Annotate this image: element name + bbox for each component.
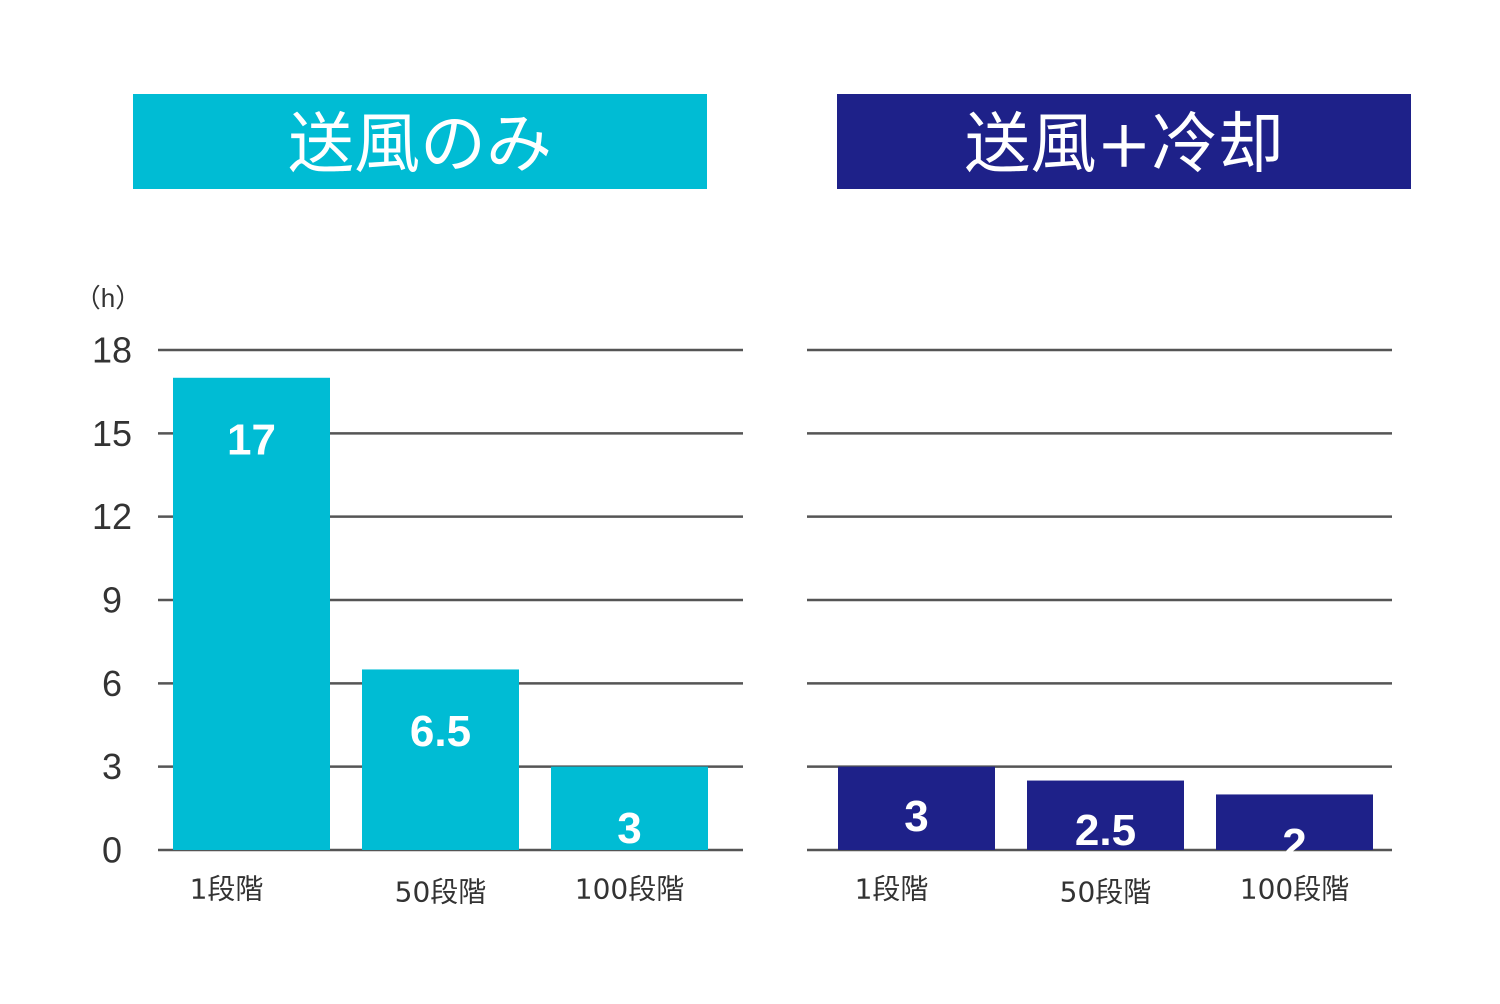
- left-chart-panel: 0 3 6 9 12 15 18 17 1段階 6.5 50段階 3 100段階: [92, 330, 743, 909]
- right-category-label-1: 1段階: [855, 873, 929, 906]
- left-y-tick-label: 0: [102, 830, 122, 871]
- left-category-label-2: 50段階: [395, 876, 487, 909]
- right-bar-1: [838, 766, 995, 850]
- right-chart-title-band: [837, 94, 1411, 189]
- left-bar-3: [551, 766, 708, 850]
- right-bar-3: [1216, 794, 1373, 850]
- right-chart-panel: 3 1段階 2.5 50段階 2 100段階: [807, 348, 1392, 909]
- left-y-tick-label: 12: [92, 496, 132, 537]
- left-y-tick-label: 3: [102, 746, 122, 787]
- right-chart-title: 送風+冷却: [964, 106, 1283, 183]
- left-y-tick-label: 9: [102, 580, 122, 621]
- left-y-tick-label: 6: [102, 663, 122, 704]
- left-bar-value-label-2: 6.5: [410, 707, 471, 756]
- left-chart-title-band: [133, 94, 707, 189]
- right-bar-value-label-3: 2: [1282, 820, 1306, 869]
- left-category-label-1: 1段階: [190, 873, 264, 906]
- right-bar-2: [1027, 780, 1184, 850]
- right-bar-value-label-2: 2.5: [1075, 806, 1136, 855]
- left-y-tick-label: 18: [92, 330, 132, 371]
- left-bar-1: [173, 377, 330, 850]
- left-bar-value-label-1: 17: [227, 415, 276, 464]
- right-category-label-3: 100段階: [1240, 873, 1349, 906]
- left-y-tick-label: 15: [92, 413, 132, 454]
- left-bar-2: [362, 669, 519, 850]
- y-axis-unit-label: （h）: [75, 283, 141, 313]
- left-category-label-3: 100段階: [575, 873, 684, 906]
- right-category-label-2: 50段階: [1060, 876, 1152, 909]
- right-bar-value-label-1: 3: [904, 792, 928, 841]
- left-chart-title: 送風のみ: [288, 106, 552, 183]
- left-bar-value-label-3: 3: [617, 804, 641, 853]
